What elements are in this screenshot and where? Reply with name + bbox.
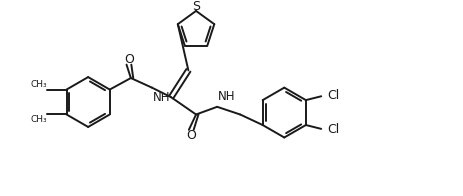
Text: Cl: Cl — [326, 89, 338, 102]
Text: NH: NH — [153, 92, 170, 104]
Text: S: S — [192, 0, 200, 13]
Text: O: O — [186, 129, 196, 142]
Text: NH: NH — [218, 90, 235, 103]
Text: CH₃: CH₃ — [31, 80, 47, 89]
Text: Cl: Cl — [326, 123, 338, 136]
Text: O: O — [124, 53, 133, 66]
Text: CH₃: CH₃ — [31, 115, 47, 124]
